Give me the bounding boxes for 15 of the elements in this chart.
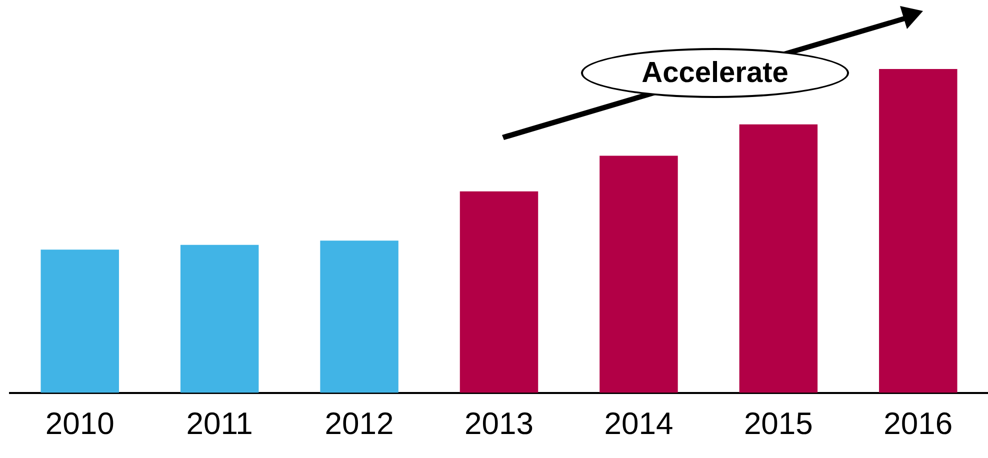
x-tick-label: 2015 [744,406,813,441]
bar [600,156,678,393]
callout-bubble: Accelerate [581,48,849,98]
bar [879,69,958,393]
x-tick-label: 2013 [464,406,534,441]
bar [40,250,119,393]
x-tick-label: 2011 [186,406,253,441]
bar [739,124,818,393]
bar [460,191,538,393]
x-tick-label: 2014 [604,406,674,441]
x-tick-label: 2010 [45,406,114,441]
bar [320,240,398,393]
bar [180,244,259,393]
x-tick-label: 2012 [324,406,394,441]
x-tick-label: 2016 [884,406,953,441]
